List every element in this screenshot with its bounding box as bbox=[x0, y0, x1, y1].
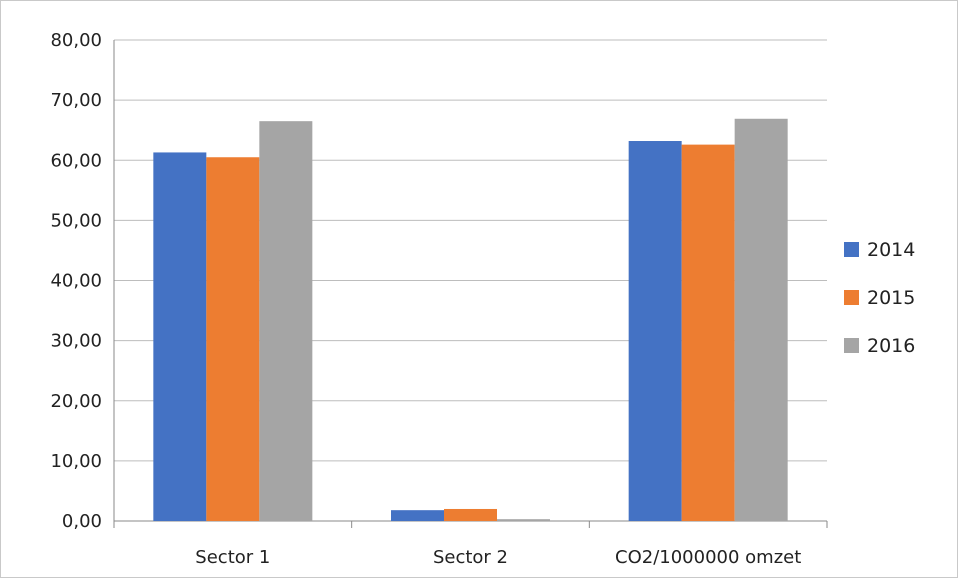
legend-swatch bbox=[844, 290, 859, 305]
bar-2016 bbox=[734, 118, 788, 522]
y-tick-label: 30,00 bbox=[50, 331, 102, 352]
y-tick-label: 20,00 bbox=[50, 391, 102, 412]
x-category-label: CO2/1000000 omzet bbox=[615, 547, 801, 568]
x-category-label: Sector 1 bbox=[195, 547, 270, 568]
legend-label: 2015 bbox=[867, 287, 915, 309]
y-tick-label: 40,00 bbox=[50, 271, 102, 292]
y-tick-label: 50,00 bbox=[50, 210, 102, 231]
bar-2015 bbox=[444, 508, 497, 521]
bar-2016 bbox=[497, 519, 550, 521]
bar-2015 bbox=[206, 157, 260, 521]
legend-swatch bbox=[844, 242, 859, 257]
bar-2014 bbox=[628, 141, 682, 521]
y-tick-label: 0,00 bbox=[62, 511, 102, 532]
legend-label: 2014 bbox=[867, 239, 915, 261]
legend-label: 2016 bbox=[867, 335, 915, 357]
y-tick-label: 80,00 bbox=[50, 30, 102, 51]
legend-swatch bbox=[844, 338, 859, 353]
bar-2015 bbox=[681, 144, 735, 521]
bar-2016 bbox=[259, 121, 313, 521]
y-tick-label: 60,00 bbox=[50, 150, 102, 171]
y-tick-label: 10,00 bbox=[50, 451, 102, 472]
x-category-label: Sector 2 bbox=[433, 547, 508, 568]
bar-2014 bbox=[391, 510, 444, 521]
y-tick-label: 70,00 bbox=[50, 90, 102, 111]
bar-2014 bbox=[153, 152, 207, 521]
